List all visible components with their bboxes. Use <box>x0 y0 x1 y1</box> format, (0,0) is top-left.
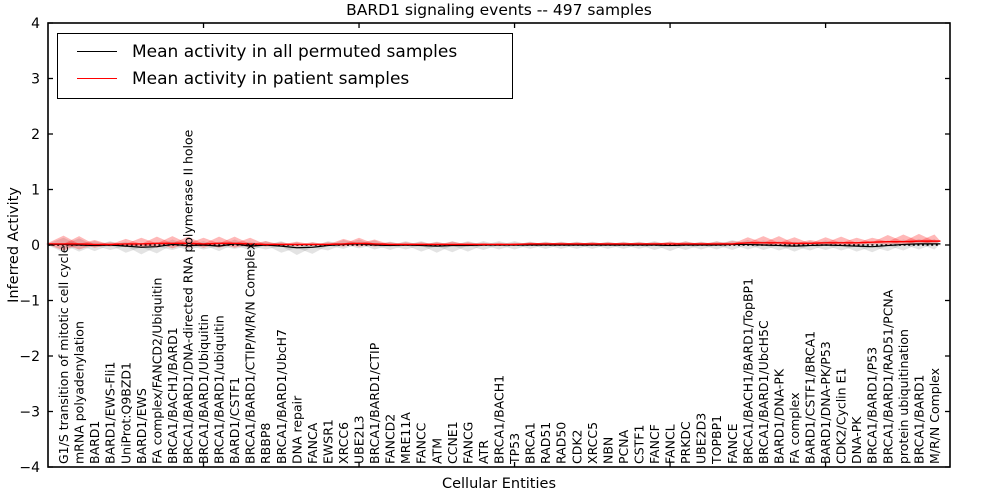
x-axis-label: Cellular Entities <box>441 476 557 492</box>
x-tick-label: ATM <box>429 438 444 464</box>
x-tick-label: TP53 <box>507 433 522 465</box>
y-tick-label: 3 <box>31 72 40 88</box>
x-tick-label: CCNE1 <box>445 421 460 464</box>
x-tick-label: XRCC5 <box>585 422 600 464</box>
x-tick-label: ATR <box>476 440 491 464</box>
x-tick-label: BRCA1 <box>523 422 538 464</box>
x-tick-label: BRCA1/BARD1/CTIP/M/R/N Complex <box>243 242 258 464</box>
patient-band-shape <box>125 237 157 248</box>
y-tick-label: 4 <box>31 16 40 32</box>
plot-border <box>47 22 951 468</box>
patient-band-shape <box>46 235 80 251</box>
patient-band-shape <box>841 237 873 246</box>
legend-item-permuted: Mean activity in all permuted samples <box>58 38 512 65</box>
x-tick-label: NBN <box>600 437 615 464</box>
x-tick-label: PRKDC <box>678 421 693 464</box>
x-tick-label: UniProt:Q9BZD1 <box>118 362 133 464</box>
patient-band-shape <box>747 236 779 247</box>
legend: Mean activity in all permuted samples Me… <box>57 33 513 99</box>
x-tick-label: FANCD2 <box>383 414 398 464</box>
x-tick-label: BRCA1/BARD1/DNA-directed RNA polymerase … <box>180 129 195 464</box>
x-tick-label: BARD1/EWS-Fli1 <box>103 362 118 464</box>
x-tick-label: FA complex <box>787 392 802 464</box>
legend-item-patient: Mean activity in patient samples <box>58 65 512 92</box>
y-axis-label: Inferred Activity <box>6 187 22 303</box>
x-tick-label: protein ubiquitination <box>896 329 911 464</box>
x-tick-label: BRCA1/BARD1/UbcH7 <box>274 329 289 464</box>
legend-label-patient: Mean activity in patient samples <box>132 68 410 89</box>
patient-mean-line <box>48 240 941 246</box>
patient-band-shape <box>825 236 857 247</box>
x-tick-label: BRCA1/BARD1/P53 <box>865 347 880 464</box>
x-tick-label: BRCA1/BARD1 <box>911 375 926 464</box>
x-tick-label: BRCA1/BACH1/BARD1 <box>165 327 180 464</box>
x-tick-label: CDK2/Cyclin E1 <box>834 368 849 464</box>
x-tick-label: BRCA1/BACH1/BARD1/TopBP1 <box>740 278 755 464</box>
x-tick-label: BRCA1/BARD1/RAD51/PCNA <box>880 289 895 464</box>
x-tick-label: BRCA1/BACH1 <box>492 375 507 464</box>
x-tick-label: BARD1/CSTF1 <box>227 377 242 464</box>
x-tick-label: BARD1/CSTF1/BRCA1 <box>803 331 818 464</box>
legend-line-red <box>77 78 117 79</box>
y-tick-label: −4 <box>19 460 40 476</box>
x-tick-label: TOPBP1 <box>709 415 724 465</box>
x-tick-label: UBE2D3 <box>694 413 709 464</box>
x-tick-label: FA complex/FANCD2/Ubiquitin <box>149 278 164 464</box>
x-tick-label: CDK2 <box>569 429 584 464</box>
x-tick-label: BRCA1/BARD1/UbcH5C <box>756 320 771 464</box>
x-tick-label: MRE11A <box>398 412 413 464</box>
x-tick-label: BARD1/EWS <box>134 388 149 464</box>
x-tick-label: DNA repair <box>289 395 304 464</box>
patient-band-shape <box>778 237 811 247</box>
x-tick-label: EWSR1 <box>320 419 335 464</box>
x-tick-label: CSTF1 <box>631 425 646 464</box>
x-tick-label: BARD1/DNA-PK <box>771 368 786 464</box>
x-tick-label: FANCC <box>414 422 429 464</box>
x-tick-label: BARD1/DNA-PK/P53 <box>818 341 833 464</box>
x-tick-label: mRNA polyadenylation <box>72 321 87 464</box>
x-tick-label: RAD51 <box>538 422 553 464</box>
x-tick-label: PCNA <box>616 429 631 464</box>
legend-label-permuted: Mean activity in all permuted samples <box>132 41 458 62</box>
x-tick-label: M/R/N Complex <box>927 368 942 464</box>
y-tick-label: −1 <box>19 294 40 310</box>
x-tick-label: BRCA1/BARD1/ubiquitin <box>212 315 227 464</box>
x-tick-label: BARD1 <box>87 421 102 464</box>
x-tick-label: G1/S transition of mitotic cell cycle <box>56 245 71 464</box>
chart-title: BARD1 signaling events -- 497 samples <box>346 1 652 19</box>
x-tick-label: UBE2L3 <box>352 416 367 465</box>
y-tick-label: −3 <box>19 405 40 421</box>
patient-band-shape <box>903 233 935 245</box>
y-tick-label: 2 <box>31 127 40 143</box>
patient-band-shape <box>918 234 941 245</box>
x-tick-label: FANCA <box>305 422 320 464</box>
y-tick-label: 0 <box>31 238 40 254</box>
x-tick-label: DNA-PK <box>849 416 864 464</box>
x-tick-label: FANCG <box>460 422 475 464</box>
legend-line-black <box>77 51 117 52</box>
permuted-band-shape <box>125 242 157 255</box>
patient-band-shape <box>887 234 919 246</box>
y-tick-label: −2 <box>19 349 40 365</box>
x-tick-label: BRCA1/BARD1/Ubiquitin <box>196 314 211 464</box>
x-tick-label: RBBP8 <box>258 423 273 464</box>
x-tick-label: FANCL <box>663 424 678 464</box>
x-tick-label: XRCC6 <box>336 422 351 464</box>
x-tick-label: FANCF <box>647 424 662 464</box>
x-tick-label: FANCE <box>725 423 740 464</box>
patient-band-shape <box>63 236 95 250</box>
y-tick-label: 1 <box>31 183 40 199</box>
x-tick-label: RAD50 <box>554 422 569 464</box>
x-tick-label: BRCA1/BARD1/CTIP <box>367 342 382 464</box>
